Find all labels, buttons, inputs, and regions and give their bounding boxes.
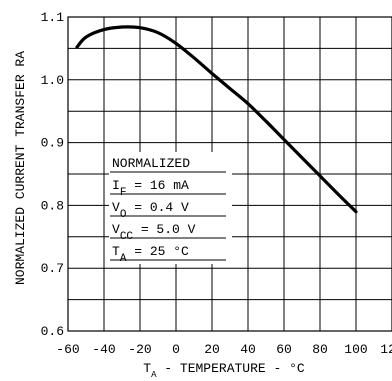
annotation-line: VCC = 5.0 V (112, 222, 196, 243)
y-tick-label: 0.6 (41, 324, 64, 339)
x-tick-label: 120 (380, 342, 392, 357)
y-tick-label: 1.0 (41, 73, 64, 88)
annotation-line: TA = 25 °C (112, 244, 189, 265)
x-tick-label: 20 (204, 342, 220, 357)
x-tick-label: -40 (92, 342, 115, 357)
y-tick-label: 0.9 (41, 136, 64, 151)
y-tick-label: 0.7 (41, 261, 64, 276)
series-line (75, 25, 358, 214)
x-tick-label: 100 (344, 342, 367, 357)
x-tick-label: 80 (312, 342, 328, 357)
x-tick-label: -60 (56, 342, 79, 357)
x-tick-label: 0 (172, 342, 180, 357)
annotation-line: VO = 0.4 V (112, 200, 189, 221)
annotation-background (109, 152, 232, 264)
x-tick-label: -20 (128, 342, 151, 357)
annotation-line: NORMALIZED (112, 156, 190, 171)
y-tick-label: 1.1 (41, 10, 65, 25)
tick-labels: -60 -40 -20 0 20 40 60 80 100 120 0.6 0.7 0.8 0.9 1.0 1… (41, 10, 392, 357)
x-axis-title: TA - TEMPERATURE - °C (143, 361, 305, 380)
y-axis-title: NORMALIZED CURRENT TRANSFER RA (13, 51, 28, 285)
x-tick-label: 60 (276, 342, 292, 357)
x-tick-label: 40 (240, 342, 256, 357)
plot-frame (67, 16, 392, 332)
y-tick-label: 0.8 (41, 198, 64, 213)
annotation-line: IF = 16 mA (112, 178, 189, 199)
